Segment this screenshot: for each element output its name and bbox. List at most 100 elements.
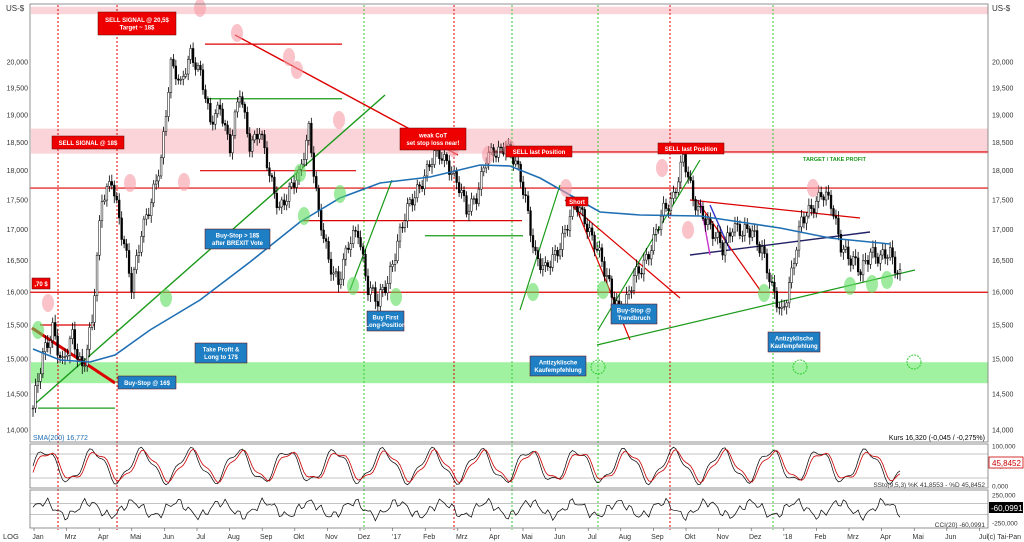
candle-body: [482, 167, 485, 172]
candle-body: [31, 407, 35, 410]
candle-body: [95, 255, 99, 296]
x-label: Nov: [716, 534, 729, 541]
copyright: (c) Tai-Pan: [987, 534, 1021, 541]
candle-body: [864, 260, 867, 262]
candle-body: [716, 231, 719, 238]
y-tick-right: 20,000: [992, 60, 1014, 67]
candle-body: [118, 199, 121, 219]
candle-body: [874, 247, 877, 258]
candle-body: [588, 227, 591, 232]
candle-body: [829, 194, 833, 209]
candle-body: [455, 170, 458, 183]
candle-body: [155, 180, 158, 185]
candle-body: [635, 266, 638, 276]
candle-body: [743, 224, 746, 236]
annotation-box-6: [565, 196, 589, 207]
y-tick-right: 14,500: [992, 391, 1014, 398]
candle-body: [51, 322, 54, 341]
candle-body: [893, 256, 897, 274]
candle-body: [280, 199, 283, 208]
candle-body: [896, 272, 899, 275]
annotation-box-0: [97, 11, 177, 36]
annotation-subtext-3: set stop loss near!: [406, 141, 459, 147]
annotation-box-8: [194, 342, 248, 364]
candle-body: [689, 176, 692, 181]
candle-body: [243, 104, 246, 113]
candle-body: [854, 256, 857, 259]
candle-body: [251, 139, 254, 152]
dashed-circle-2: [906, 354, 922, 370]
candle-body: [711, 224, 714, 239]
candle-body: [551, 254, 554, 268]
candle-body: [598, 247, 601, 251]
target-text: TARGET / TAKE PROFIT: [803, 157, 867, 163]
candle-body: [263, 134, 266, 149]
candle-body: [401, 226, 404, 229]
x-label: Aug: [227, 534, 240, 541]
candle-body: [433, 150, 436, 165]
annotation-subtext-13: Kaufempfehlung: [770, 344, 818, 350]
candle-body: [88, 327, 91, 350]
candle-body: [140, 236, 143, 253]
candle-body: [475, 198, 478, 204]
candle-body: [728, 232, 732, 237]
y-tick-left: 17,000: [7, 227, 29, 234]
red-circle-0: [194, 0, 206, 17]
annotation-text-3: weak CoT: [418, 134, 447, 140]
candle-body: [445, 154, 448, 162]
red-circle-7: [42, 294, 54, 312]
candle-body: [396, 240, 399, 261]
candle-body: [359, 237, 362, 248]
candle-body: [73, 329, 77, 350]
signal-circles: [32, 0, 922, 375]
candle-body: [679, 161, 682, 183]
candle-body: [534, 246, 537, 251]
candle-body: [329, 258, 333, 275]
candle-body: [847, 246, 850, 260]
candle-body: [477, 188, 480, 204]
candle-body: [544, 262, 547, 266]
price-zones: [31, 6, 988, 384]
candle-body: [733, 223, 737, 233]
annotation-text-4: SELL last Position: [513, 150, 566, 156]
candle-body: [499, 146, 503, 149]
candle-body: [285, 200, 288, 206]
candle-body: [379, 289, 382, 307]
green-circle-11: [866, 275, 878, 293]
candle-body: [839, 233, 843, 253]
candle-body: [78, 356, 81, 360]
candle-body: [795, 249, 798, 264]
candle-body: [110, 181, 113, 186]
red-circle-13: [807, 179, 819, 197]
log-label: LOG: [3, 532, 19, 541]
channel-red: [689, 199, 861, 219]
candle-body: [265, 147, 269, 169]
red-circle-9: [482, 146, 494, 164]
fan-red-3: [697, 201, 761, 291]
candle-body: [120, 217, 123, 240]
x-label: Jul: [979, 534, 988, 541]
y-tick-left: 16,000: [7, 290, 29, 297]
candle-body: [150, 202, 153, 216]
candle-body: [440, 158, 444, 161]
candle-body: [443, 154, 446, 161]
candle-body: [408, 199, 411, 204]
candle-body: [627, 290, 631, 295]
y-tick-right: 16,500: [992, 258, 1014, 265]
candle-body: [642, 259, 645, 275]
candle-body: [595, 248, 599, 251]
candle-body: [529, 210, 532, 236]
candle-body: [315, 176, 318, 189]
stoch-value-box: [988, 456, 1024, 469]
candle-body: [421, 186, 424, 190]
candle-body: [465, 195, 468, 215]
green-circle-12: [881, 271, 893, 289]
candle-body: [610, 278, 613, 298]
candle-body: [652, 234, 655, 252]
candle-body: [536, 250, 540, 259]
candle-body: [618, 300, 621, 305]
candle-body: [608, 275, 611, 280]
red-zone-top: [31, 6, 988, 15]
y-tick-left: 18,000: [7, 168, 29, 175]
